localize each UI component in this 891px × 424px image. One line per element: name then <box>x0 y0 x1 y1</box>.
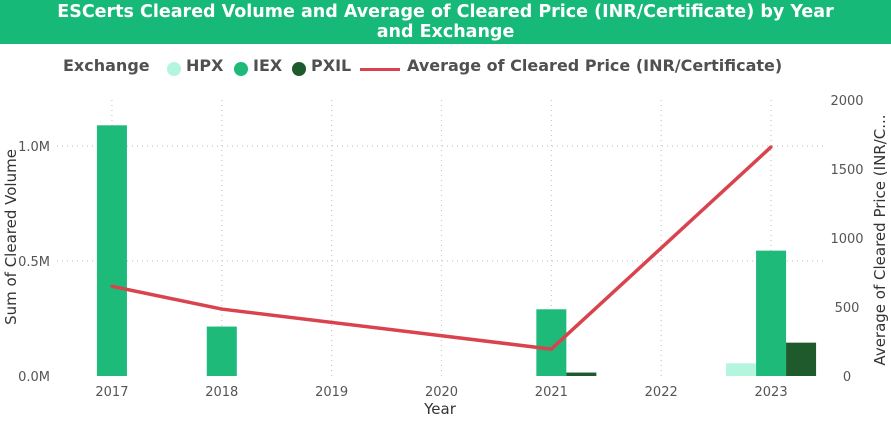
bar-pxil-2023 <box>786 342 817 376</box>
chart-title: ESCerts Cleared Volume and Average of Cl… <box>0 0 891 44</box>
y-tick-label: 0.0M <box>18 370 50 385</box>
price-point-2021 <box>549 347 553 351</box>
y2-tick-label: 2000 <box>830 94 863 109</box>
legend-swatch-pxil <box>292 62 306 76</box>
y-tick-label: 1.0M <box>18 140 50 155</box>
x-tick-label: 2017 <box>95 385 128 400</box>
legend-swatch-price-line <box>360 68 400 71</box>
bar-iex-2017 <box>96 125 127 376</box>
chart-title-line-1: ESCerts Cleared Volume and Average of Cl… <box>57 2 834 22</box>
price-point-2023 <box>769 145 773 149</box>
bar-iex-2023 <box>756 250 787 376</box>
x-axis-title: Year <box>423 400 457 418</box>
legend-swatch-iex <box>234 62 248 76</box>
x-tick-label: 2018 <box>205 385 238 400</box>
legend-swatch-hpx <box>167 62 181 76</box>
x-tick-label: 2021 <box>535 385 568 400</box>
bar-hpx-2023 <box>726 363 757 376</box>
y2-tick-label: 500 <box>835 301 860 316</box>
chart-title-line-2: and Exchange <box>376 22 515 42</box>
bar-iex-2018 <box>206 326 237 376</box>
legend-title: Exchange <box>63 56 150 75</box>
y-axis-right-ticks: 0 500 1000 1500 2000 <box>830 94 863 385</box>
x-tick-label: 2019 <box>315 385 348 400</box>
legend-label-pxil: PXIL <box>311 56 352 75</box>
y-axis-title: Sum of Cleared Volume <box>2 149 20 325</box>
legend-label-iex: IEX <box>253 56 283 75</box>
legend-label-price-line: Average of Cleared Price (INR/Certificat… <box>407 56 783 75</box>
price-point-2017 <box>110 284 114 288</box>
y2-tick-label: 1000 <box>830 232 863 247</box>
bar-pxil-2021 <box>566 372 597 376</box>
y-axis-left-ticks: 0.0M 0.5M 1.0M <box>18 140 50 385</box>
price-line-path <box>111 145 773 351</box>
bar-iex-2021 <box>536 309 567 376</box>
price-point-2018 <box>220 307 224 311</box>
legend-label-hpx: HPX <box>186 56 224 75</box>
price-line <box>110 145 773 351</box>
legend: Exchange HPX IEX PXIL Average of Cleared… <box>0 56 891 80</box>
x-tick-label: 2023 <box>755 385 788 400</box>
y2-axis-title: Average of Cleared Price (INR/C... <box>871 114 889 365</box>
y-tick-label: 0.5M <box>18 255 50 270</box>
y2-tick-label: 1500 <box>830 163 863 178</box>
x-tick-label: 2020 <box>425 385 458 400</box>
bars <box>96 125 817 376</box>
x-tick-label: 2022 <box>645 385 678 400</box>
y2-tick-label: 0 <box>843 370 851 385</box>
x-axis-ticks: 2017 2018 2019 2020 2021 2022 2023 <box>95 385 787 400</box>
